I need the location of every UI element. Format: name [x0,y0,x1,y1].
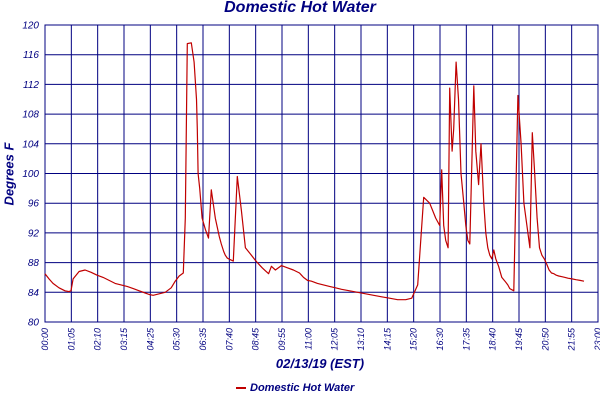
x-tick-label: 09:55 [277,327,287,351]
x-tick-label: 13:10 [356,328,366,351]
y-tick-label: 120 [22,21,39,32]
legend-label: Domestic Hot Water [250,382,355,394]
y-axis-ticks: 80 84 88 92 96 100 104 108 112 116 120 [22,21,39,329]
y-tick-label: 80 [28,318,40,329]
y-tick-label: 84 [28,288,40,299]
x-tick-label: 15:20 [409,328,419,351]
y-tick-label: 104 [22,139,39,150]
x-tick-label: 08:45 [251,327,261,351]
y-tick-label: 112 [23,80,39,91]
legend: Domestic Hot Water [236,382,354,394]
x-tick-label: 18:40 [488,328,498,351]
x-tick-label: 06:35 [198,327,208,351]
x-tick-label: 20:50 [540,328,550,352]
x-tick-label: 17:35 [461,327,471,351]
x-tick-label: 03:15 [119,327,129,351]
x-tick-label: 02:10 [93,328,103,351]
x-tick-label: 11:00 [303,328,313,350]
y-tick-label: 92 [28,228,40,239]
x-tick-label: 21:55 [567,327,577,352]
chart-title: Domestic Hot Water [224,0,376,16]
legend-swatch [236,387,246,389]
x-tick-label: 16:30 [435,328,445,351]
x-tick-label: 12:05 [330,327,340,351]
x-tick-label: 01:05 [66,327,76,351]
x-tick-label: 00:00 [40,328,50,351]
y-axis-label: Degrees F [1,142,17,206]
x-tick-label: 07:40 [224,328,234,351]
x-tick-label: 14:15 [382,327,392,351]
x-axis-label: 02/13/19 (EST) [275,356,365,371]
series-line-domestic-hot-water [44,42,585,301]
grid [45,25,598,322]
x-tick-label: 05:30 [172,328,182,351]
y-tick-label: 100 [22,169,39,180]
x-tick-label: 04:25 [145,327,155,351]
x-tick-label: 19:45 [514,327,524,351]
x-axis-ticks: 00:00 01:05 02:10 03:15 04:25 05:30 06:35 07:40… [40,327,600,352]
y-tick-label: 116 [23,50,39,61]
series-group [44,42,585,301]
y-tick-label: 88 [28,258,40,269]
x-tick-label: 23:00 [593,328,600,352]
y-tick-label: 96 [28,199,40,210]
y-tick-label: 108 [22,110,39,121]
